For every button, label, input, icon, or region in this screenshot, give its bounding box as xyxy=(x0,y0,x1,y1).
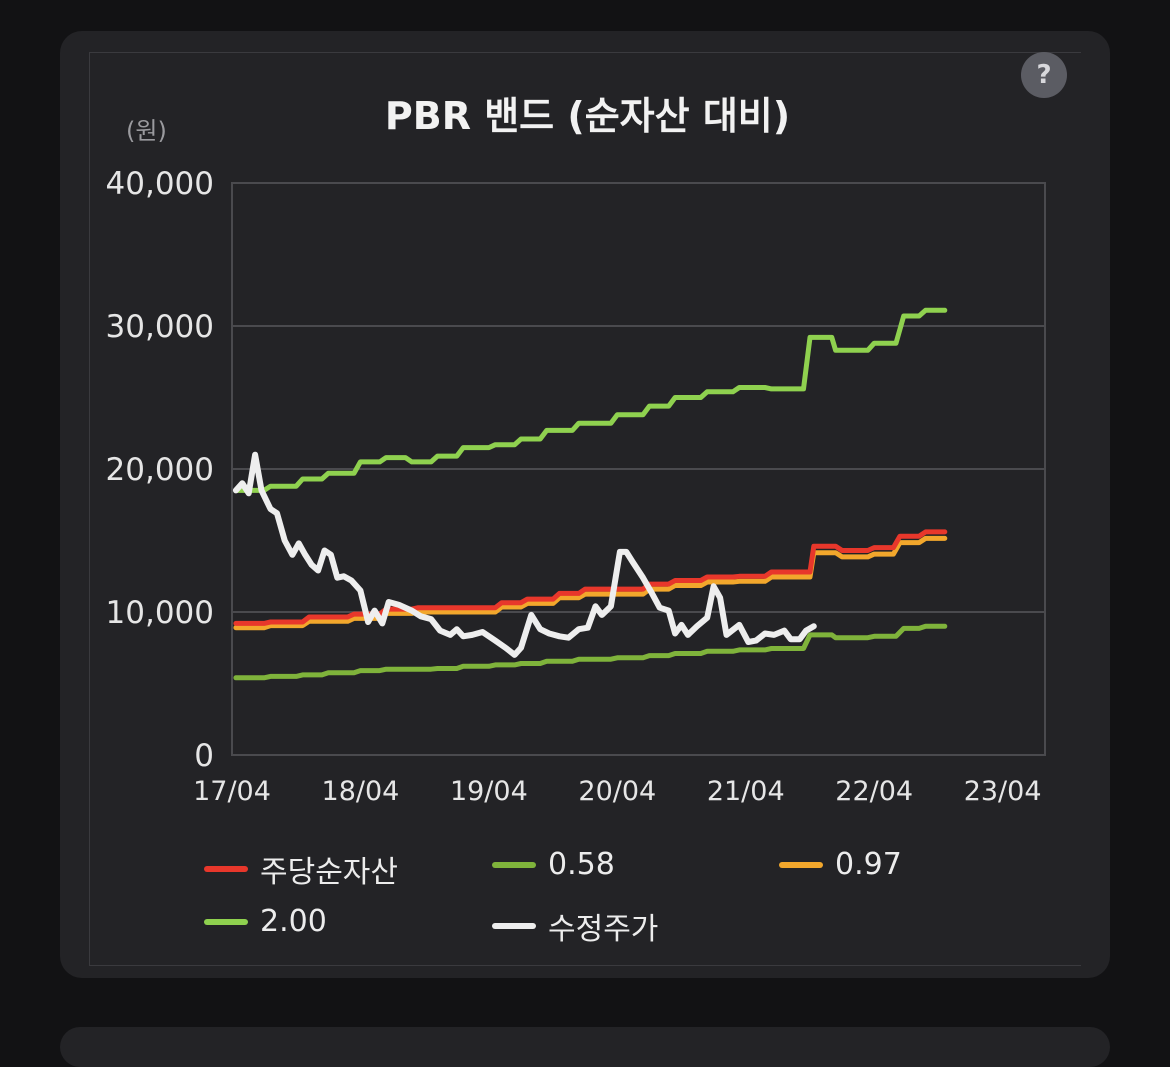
x-tick-label: 20/04 xyxy=(578,776,656,807)
series-line-4 xyxy=(232,451,817,658)
y-tick-label: 0 xyxy=(194,738,214,774)
y-tick-label: 20,000 xyxy=(106,452,214,488)
x-tick-label: 19/04 xyxy=(450,776,528,807)
y-tick-label: 40,000 xyxy=(106,166,214,202)
x-tick-label: 22/04 xyxy=(835,776,913,807)
y-unit-label: (원) xyxy=(126,117,167,145)
chart-frame xyxy=(89,52,1081,966)
x-tick-label: 23/04 xyxy=(964,776,1042,807)
x-tick-label: 18/04 xyxy=(322,776,400,807)
x-tick-label: 21/04 xyxy=(707,776,785,807)
pbr-band-card: ? PBR 밴드 (순자산 대비) (원) 0 10,000 20,000 30,00… xyxy=(60,31,1110,978)
y-tick-label: 30,000 xyxy=(106,309,214,345)
series-line-1 xyxy=(233,623,948,681)
next-card xyxy=(60,1027,1110,1067)
pbr-band-chart: 0 10,000 20,000 30,000 40,000 17/04 18/04 19/04… xyxy=(106,166,1046,807)
series-line-3 xyxy=(233,307,948,493)
chart-title: PBR 밴드 (순자산 대비) xyxy=(384,94,791,138)
y-tick-label: 10,000 xyxy=(106,595,214,631)
x-tick-label: 17/04 xyxy=(193,776,271,807)
help-icon[interactable]: ? xyxy=(1021,52,1067,98)
